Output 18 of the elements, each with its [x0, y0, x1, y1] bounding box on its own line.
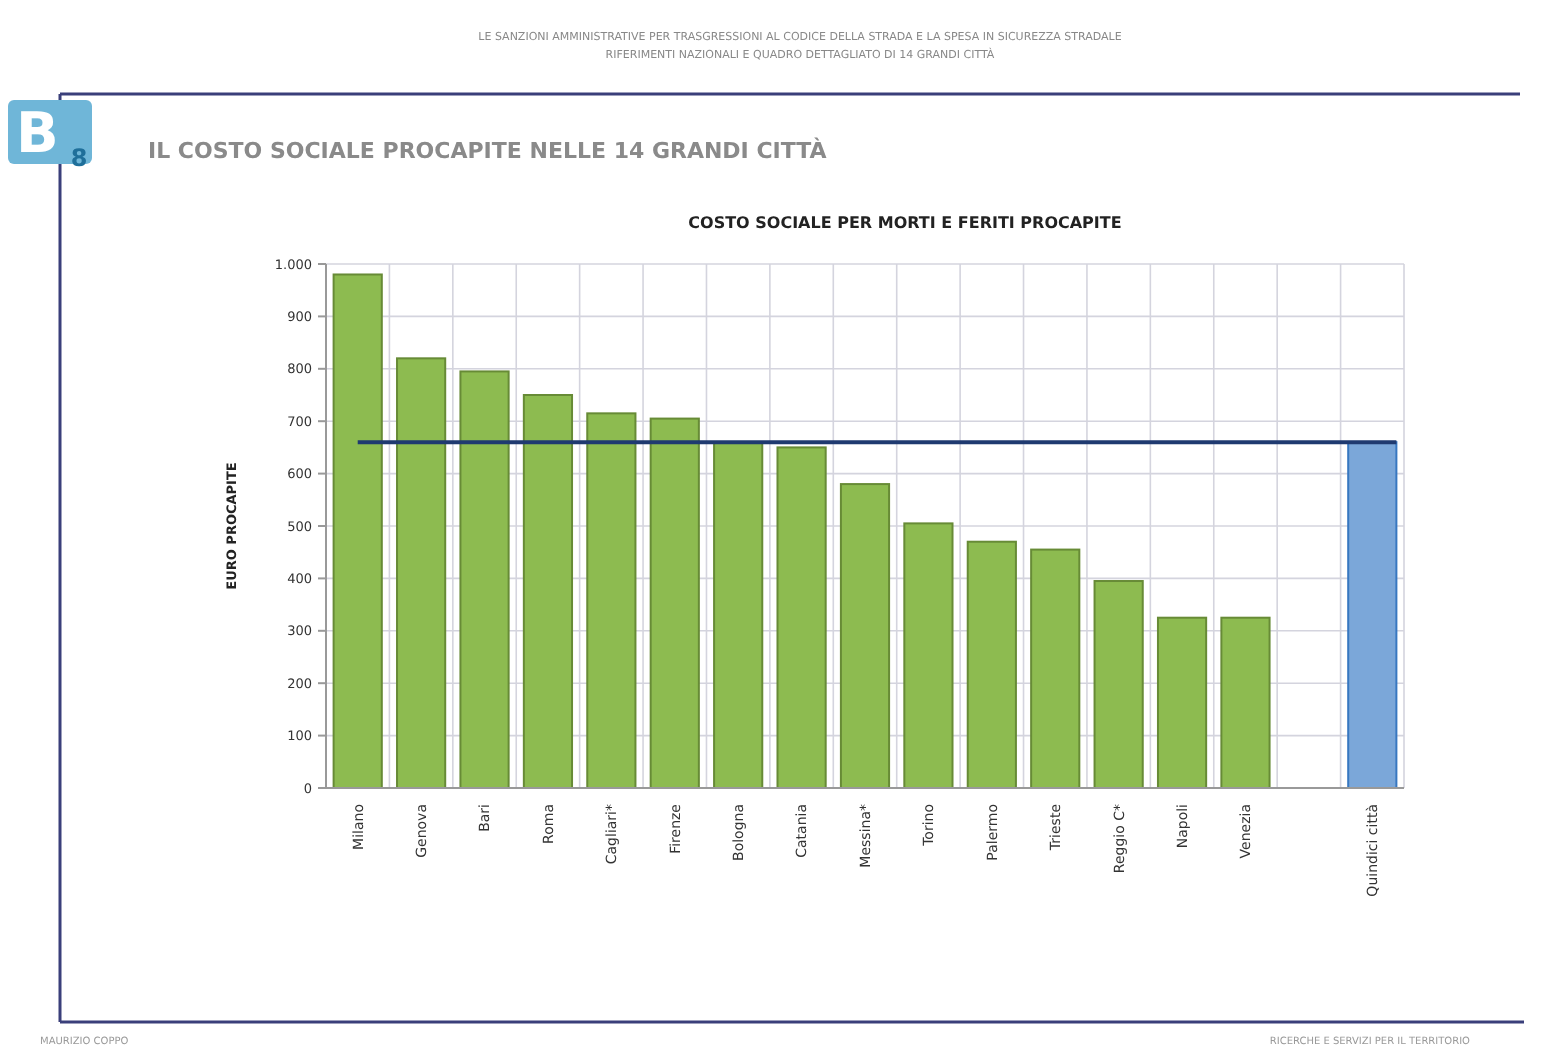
bar: [332, 273, 383, 789]
bar: [839, 483, 891, 789]
bar: [966, 540, 1017, 789]
bar: [522, 394, 574, 789]
bar: [1347, 441, 1398, 789]
bar: [713, 441, 764, 789]
bar: [776, 446, 827, 789]
bar: [459, 370, 510, 789]
chart-subtitle: IL COSTO SOCIALE PROCAPITE NELLE 14 GRANDI CITTÀ: [148, 136, 828, 164]
bar: [1156, 616, 1208, 789]
bar: [1220, 616, 1271, 789]
bar: [586, 412, 637, 789]
bar: [1093, 580, 1144, 789]
bar: [903, 522, 954, 789]
bar: [649, 417, 700, 789]
chart-title: COSTO SOCIALE PER MORTI E FERITI PROCAPITE: [688, 214, 1122, 232]
bar: [396, 357, 447, 789]
bar: [1030, 548, 1081, 789]
